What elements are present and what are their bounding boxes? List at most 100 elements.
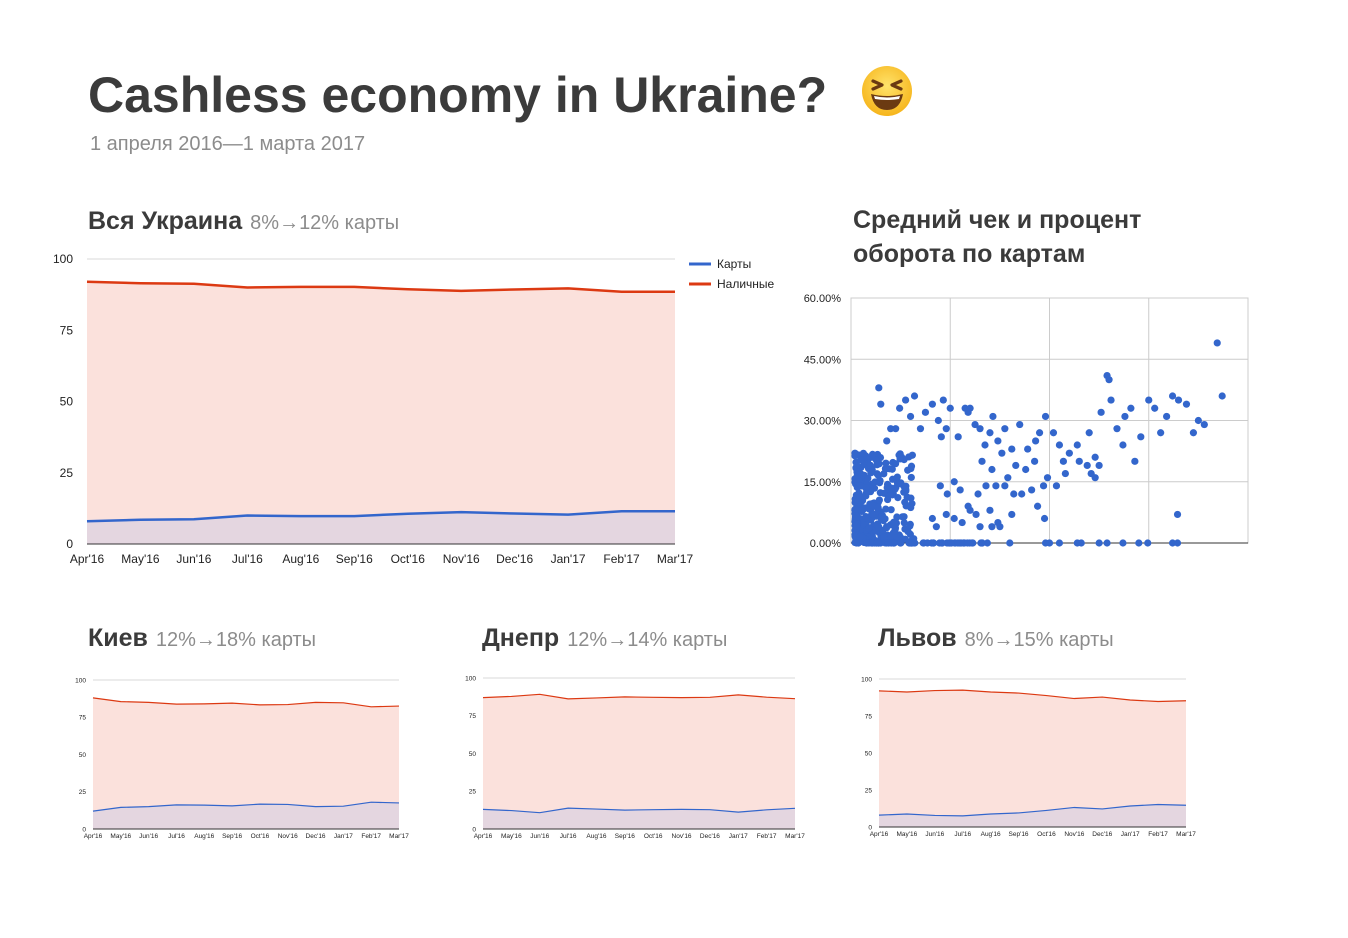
dnepr-x-tick-label: Mar'17 <box>785 833 805 840</box>
scatter-point <box>881 465 890 473</box>
scatter-point <box>853 462 861 470</box>
scatter-title-line1: Средний чек и процент <box>853 206 1142 234</box>
kiev-x-tick-label: Dec'16 <box>306 833 326 840</box>
scatter-chart-group: 0.00% 15.00% 30.00% 45.00% 60.00% <box>804 293 1249 550</box>
scatter-point <box>1018 490 1026 498</box>
ukraine-x-tick-label: Feb'17 <box>603 552 640 566</box>
scatter-point <box>1168 392 1177 400</box>
scatter-point <box>856 533 864 541</box>
scatter-point <box>1073 441 1081 449</box>
scatter-point <box>1061 469 1069 478</box>
scatter-point <box>1008 445 1016 453</box>
scatter-point <box>887 425 895 433</box>
scatter-point <box>1077 539 1085 547</box>
scatter-point <box>865 524 873 533</box>
scatter-point <box>866 461 875 469</box>
ukraine-x-tick-label: Apr'16 <box>70 552 105 566</box>
scatter-point <box>1213 339 1221 347</box>
scatter-point <box>1045 539 1054 547</box>
kiev-chart-group: 0 25 50 75 100 Apr'16 May'16 Jun'16 Jul'16 Aug'16… <box>75 677 409 840</box>
scatter-point <box>907 462 916 470</box>
scatter-point <box>1031 457 1039 465</box>
scatter-point <box>896 539 904 547</box>
dnepr-y-tick-label: 25 <box>469 789 477 796</box>
scatter-point <box>988 465 996 474</box>
scatter-point <box>1091 474 1099 482</box>
scatter-point <box>898 513 907 521</box>
scatter-point <box>1039 482 1048 490</box>
scatter-point <box>923 539 932 547</box>
scatter-point <box>910 392 919 400</box>
kiev-cash-line <box>92 697 400 708</box>
scatter-point <box>1032 437 1040 445</box>
lviv-chart-title: Львов 8%→15% карты <box>878 624 1114 653</box>
scatter-point <box>1103 539 1111 547</box>
scatter-point <box>1024 445 1032 453</box>
scatter-point <box>894 493 902 502</box>
scatter-point <box>1035 429 1044 437</box>
scatter-y-tick-label: 15.00% <box>804 477 842 489</box>
lviv-x-tick-label: Nov'16 <box>1064 831 1084 838</box>
kiev-x-tick-label: Jun'16 <box>139 833 158 840</box>
scatter-point <box>1107 396 1115 404</box>
scatter-point <box>989 412 997 421</box>
lviv-cash-area <box>879 690 1186 827</box>
lviv-y-tick-label: 75 <box>865 713 873 720</box>
scatter-point <box>1189 429 1198 437</box>
scatter-point <box>1004 474 1012 482</box>
scatter-point <box>896 404 904 412</box>
dnepr-x-tick-label: Nov'16 <box>672 833 692 840</box>
scatter-point <box>988 523 996 531</box>
scatter-point <box>890 518 898 526</box>
scatter-point <box>872 456 881 464</box>
scatter-point <box>869 510 877 519</box>
scatter-point <box>1001 425 1009 433</box>
dnepr-chart-title: Днепр 12%→14% карты <box>482 624 727 653</box>
kiev-x-tick-label: Apr'16 <box>84 833 103 840</box>
dnepr-y-tick-label: 50 <box>469 751 477 758</box>
dnepr-x-tick-label: Dec'16 <box>700 833 720 840</box>
kiev-y-tick-label: 50 <box>79 752 87 759</box>
ukraine-chart-group: 0 25 50 75 100 Apr'16 May'16 Jun'16 Jul'16 Aug'16… <box>53 252 775 566</box>
scatter-point <box>887 532 895 540</box>
lviv-y-tick-label: 0 <box>868 824 872 831</box>
lviv-x-tick-label: Jan'17 <box>1121 831 1140 838</box>
scatter-point <box>859 449 867 457</box>
main-chart-name: Вся Украина <box>88 207 243 235</box>
kiev-chart-name: Киев <box>88 624 148 652</box>
scatter-point <box>1083 461 1091 470</box>
scatter-point <box>904 528 912 536</box>
ukraine-cards-area <box>87 511 675 544</box>
scatter-point <box>982 482 990 490</box>
scatter-point <box>928 514 936 523</box>
dnepr-x-tick-label: Jul'16 <box>560 833 577 840</box>
scatter-point <box>937 433 945 441</box>
lviv-chart-pct: 8%→15% карты <box>964 629 1114 651</box>
scatter-point <box>851 449 859 457</box>
scatter-point <box>943 490 951 498</box>
scatter-point <box>992 482 1000 490</box>
scatter-point <box>1200 420 1208 429</box>
scatter-point <box>932 523 940 531</box>
scatter-point <box>1028 486 1036 494</box>
kiev-y-tick-label: 100 <box>75 677 86 684</box>
dnepr-chart-name: Днепр <box>482 624 560 652</box>
scatter-point <box>901 396 910 404</box>
dnepr-x-tick-label: Jan'17 <box>729 833 748 840</box>
lviv-cash-line <box>878 689 1187 703</box>
dnepr-x-tick-label: Oct'16 <box>644 833 663 840</box>
scatter-point <box>864 474 872 482</box>
scatter-point <box>1010 490 1018 498</box>
kiev-chart-pct: 12%→18% карты <box>155 629 317 651</box>
scatter-point <box>1001 482 1009 490</box>
kiev-x-tick-label: Jan'17 <box>334 833 353 840</box>
scatter-point <box>1168 539 1177 547</box>
scatter-point <box>1049 429 1058 437</box>
scatter-point <box>1055 539 1064 547</box>
scatter-point <box>908 451 916 459</box>
scatter-point <box>935 539 944 547</box>
scatter-point <box>1095 461 1103 470</box>
ukraine-x-tick-label: Jan'17 <box>551 552 586 566</box>
scatter-point <box>907 473 915 482</box>
scatter-point <box>1059 457 1067 465</box>
